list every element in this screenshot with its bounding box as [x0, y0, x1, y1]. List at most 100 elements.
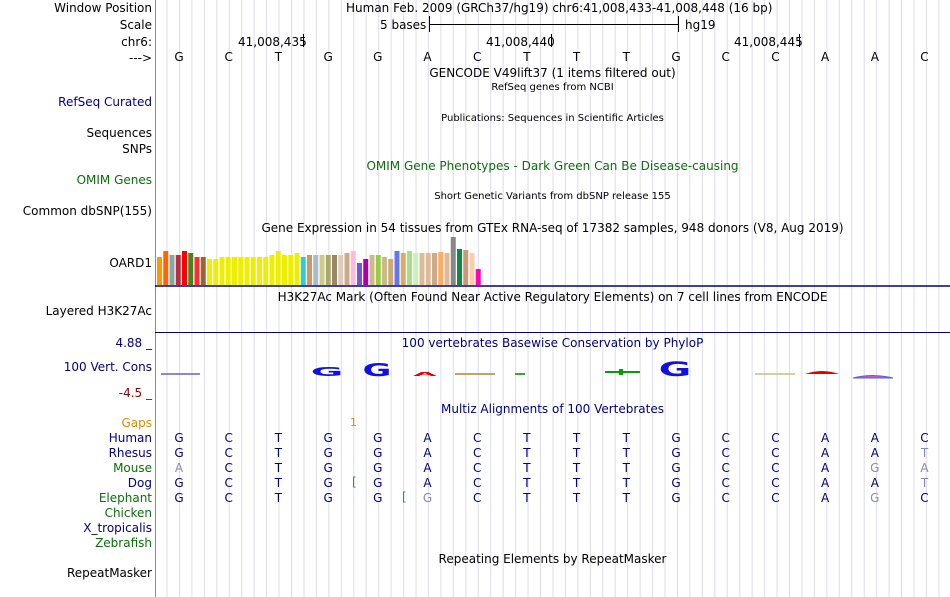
gtex-bar[interactable] [425, 253, 431, 285]
gtex-bar[interactable] [307, 255, 312, 285]
base-letter[interactable]: T [523, 50, 531, 64]
gtex-bar[interactable] [463, 250, 469, 285]
species-label-rhesus[interactable]: Rhesus [108, 446, 152, 460]
phylop-label[interactable]: 100 Vert. Cons [63, 360, 152, 374]
omim-title[interactable]: OMIM Gene Phenotypes - Dark Green Can Be… [366, 159, 739, 173]
gtex-bar[interactable] [294, 253, 300, 285]
gtex-bar[interactable] [413, 253, 419, 285]
base-letter[interactable]: G [323, 50, 333, 64]
gtex-bar[interactable] [313, 255, 319, 285]
h3k27-title[interactable]: H3K27Ac Mark (Often Found Near Active Re… [277, 290, 828, 304]
gtex-bar[interactable] [207, 259, 212, 285]
gtex-bar[interactable] [400, 253, 406, 285]
gtex-bar[interactable] [332, 255, 337, 285]
base-letter[interactable]: T [274, 50, 283, 64]
base-letter[interactable]: T [622, 50, 630, 64]
gtex-bar[interactable] [407, 251, 412, 285]
gtex-bar[interactable] [438, 252, 444, 285]
base-letter[interactable]: C [721, 50, 730, 64]
gtex-bar[interactable] [357, 263, 362, 285]
base-letter[interactable]: C [771, 50, 780, 64]
gtex-bar[interactable] [257, 257, 262, 285]
h3k27-label[interactable]: Layered H3K27Ac [45, 304, 152, 318]
base-letter[interactable]: G [671, 50, 681, 64]
alignment-base: T [572, 446, 581, 460]
gtex-bar[interactable] [369, 255, 375, 285]
gtex-bar[interactable] [382, 257, 387, 285]
gtex-title[interactable]: Gene Expression in 54 tissues from GTEx … [261, 221, 844, 235]
gtex-bar[interactable] [157, 257, 162, 285]
phylop-title[interactable]: 100 vertebrates Basewise Conservation by… [401, 336, 704, 350]
species-label-human[interactable]: Human [108, 431, 152, 445]
gtex-bar[interactable] [350, 251, 356, 285]
multiz-title[interactable]: Multiz Alignments of 100 Vertebrates [440, 402, 665, 416]
gtex-bar[interactable] [244, 257, 250, 285]
gtex-bar[interactable] [282, 255, 287, 285]
species-label-zebrafish[interactable]: Zebrafish [95, 536, 152, 550]
gtex-bar[interactable] [388, 259, 394, 285]
gtex-bar[interactable] [175, 255, 181, 285]
alignment-base: T [572, 476, 581, 490]
species-label-x_tropicalis[interactable]: X_tropicalis [83, 521, 152, 535]
gtex-bar[interactable] [338, 255, 344, 285]
gtex-bar[interactable] [213, 259, 219, 285]
gtex-bar[interactable] [288, 255, 294, 285]
gtex-bar[interactable] [188, 253, 194, 285]
gtex-bar[interactable] [169, 255, 175, 285]
gtex-bar[interactable] [238, 257, 244, 285]
gtex-bar[interactable] [200, 257, 206, 285]
dbsnp-label[interactable]: Common dbSNP(155) [22, 204, 152, 218]
dbsnp-title[interactable]: Short Genetic Variants from dbSNP releas… [434, 191, 671, 202]
gtex-bar[interactable] [250, 257, 256, 285]
snps-label[interactable]: SNPs [122, 142, 152, 156]
species-label-elephant[interactable]: Elephant [98, 491, 152, 505]
species-label-chicken[interactable]: Chicken [104, 506, 152, 520]
base-letter[interactable]: C [920, 50, 929, 64]
gtex-bar[interactable] [363, 259, 369, 285]
gtex-bar[interactable] [194, 257, 200, 285]
gtex-bar[interactable] [163, 251, 169, 285]
base-letter[interactable]: G [174, 50, 184, 64]
gtex-bar[interactable] [325, 255, 331, 285]
refseq-title[interactable]: RefSeq genes from NCBI [491, 82, 614, 93]
gtex-bar[interactable] [450, 237, 456, 285]
base-letter[interactable]: A [820, 50, 830, 64]
rmsk-label[interactable]: RepeatMasker [66, 566, 152, 580]
gtex-bar[interactable] [300, 257, 306, 285]
gtex-bar[interactable] [375, 255, 381, 285]
rmsk-title[interactable]: Repeating Elements by RepeatMasker [438, 552, 667, 566]
gtex-gene-label[interactable]: OARD1 [109, 256, 152, 270]
gtex-bar[interactable] [344, 253, 350, 285]
gtex-bar[interactable] [269, 255, 275, 285]
species-label-mouse[interactable]: Mouse [113, 461, 152, 475]
gencode-title[interactable]: GENCODE V49lift37 (1 items filtered out) [429, 66, 676, 80]
gtex-bar[interactable] [432, 253, 437, 285]
gtex-bar[interactable] [419, 253, 425, 285]
pubs-title[interactable]: Publications: Sequences in Scientific Ar… [441, 113, 664, 124]
base-letter[interactable]: C [224, 50, 233, 64]
refseq-label[interactable]: RefSeq Curated [58, 95, 152, 109]
gtex-bar[interactable] [232, 257, 237, 285]
omim-label[interactable]: OMIM Genes [76, 173, 152, 187]
gtex-bar[interactable] [263, 257, 269, 285]
base-letter[interactable]: T [572, 50, 581, 64]
gtex-bar[interactable] [219, 257, 225, 285]
gaps-label[interactable]: Gaps [121, 416, 152, 430]
gtex-bar[interactable] [225, 257, 231, 285]
sequences-label[interactable]: Sequences [86, 126, 152, 140]
base-letter[interactable]: G [373, 50, 383, 64]
species-label-dog[interactable]: Dog [127, 476, 152, 490]
alignment-base: C [721, 431, 730, 445]
gtex-bar[interactable] [444, 253, 450, 285]
gtex-bar[interactable] [457, 249, 462, 285]
gtex-bar[interactable] [319, 255, 325, 285]
gtex-bar-chart[interactable] [155, 235, 950, 287]
gtex-bar[interactable] [275, 251, 281, 285]
base-letter[interactable]: A [423, 50, 432, 64]
base-letter[interactable]: A [870, 50, 879, 64]
gtex-bar[interactable] [182, 251, 187, 285]
gtex-bar[interactable] [394, 251, 400, 285]
gtex-bar[interactable] [469, 253, 475, 285]
gtex-bar[interactable] [475, 269, 481, 285]
base-letter[interactable]: C [472, 50, 482, 64]
